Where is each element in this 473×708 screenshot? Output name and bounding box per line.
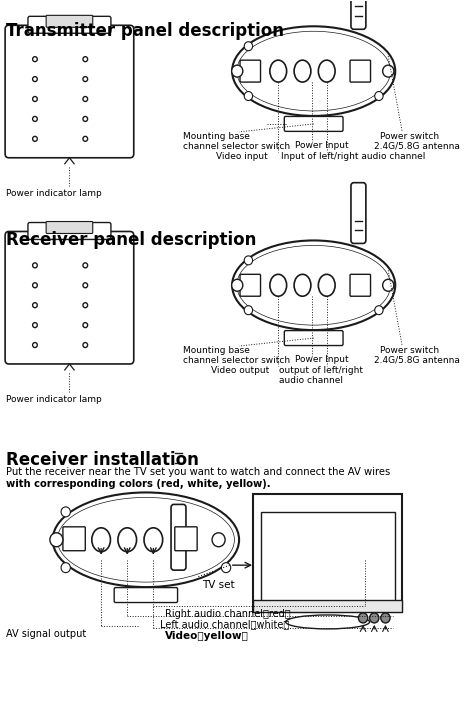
FancyBboxPatch shape xyxy=(63,527,85,551)
Ellipse shape xyxy=(92,528,111,552)
Text: Video output: Video output xyxy=(211,366,270,375)
Text: 2.4G/5.8G antenna: 2.4G/5.8G antenna xyxy=(374,356,460,365)
FancyBboxPatch shape xyxy=(114,588,177,603)
Circle shape xyxy=(232,279,243,291)
Text: Input of left/right audio channel: Input of left/right audio channel xyxy=(281,152,425,161)
Text: Power switch: Power switch xyxy=(380,132,439,141)
Circle shape xyxy=(244,42,253,51)
Text: Mounting base: Mounting base xyxy=(183,346,250,355)
Circle shape xyxy=(381,613,390,623)
Text: Video input: Video input xyxy=(216,152,268,161)
FancyBboxPatch shape xyxy=(284,116,343,132)
Text: Receiver panel description: Receiver panel description xyxy=(6,232,256,249)
FancyBboxPatch shape xyxy=(240,60,261,82)
Circle shape xyxy=(375,91,383,101)
Text: with corresponding colors (red, white, yellow).: with corresponding colors (red, white, y… xyxy=(6,479,271,489)
Text: AV signal output: AV signal output xyxy=(6,629,86,639)
FancyBboxPatch shape xyxy=(28,16,111,33)
Ellipse shape xyxy=(232,241,395,330)
Ellipse shape xyxy=(270,274,287,296)
Text: Power Input: Power Input xyxy=(295,141,349,150)
FancyBboxPatch shape xyxy=(253,494,402,612)
FancyBboxPatch shape xyxy=(5,232,134,364)
Ellipse shape xyxy=(232,26,395,116)
FancyBboxPatch shape xyxy=(351,183,366,244)
FancyBboxPatch shape xyxy=(253,600,402,612)
Circle shape xyxy=(383,65,394,77)
FancyBboxPatch shape xyxy=(5,25,134,158)
FancyBboxPatch shape xyxy=(175,527,197,551)
Text: TV set: TV set xyxy=(202,580,235,590)
Circle shape xyxy=(244,256,253,265)
FancyBboxPatch shape xyxy=(171,504,186,570)
Ellipse shape xyxy=(144,528,163,552)
FancyBboxPatch shape xyxy=(351,0,366,29)
Circle shape xyxy=(61,563,70,573)
Text: Receiver installation: Receiver installation xyxy=(6,450,199,469)
Ellipse shape xyxy=(118,528,137,552)
Ellipse shape xyxy=(237,246,391,325)
Text: Put the receiver near the TV set you want to watch and connect the AV wires: Put the receiver near the TV set you wan… xyxy=(6,467,390,476)
FancyBboxPatch shape xyxy=(28,222,111,239)
Circle shape xyxy=(375,306,383,314)
FancyBboxPatch shape xyxy=(261,513,395,604)
Ellipse shape xyxy=(53,493,239,587)
FancyBboxPatch shape xyxy=(350,60,370,82)
Ellipse shape xyxy=(294,274,311,296)
Circle shape xyxy=(61,507,70,517)
Ellipse shape xyxy=(270,60,287,82)
Circle shape xyxy=(212,533,225,547)
Ellipse shape xyxy=(318,274,335,296)
Text: Transmitter panel description: Transmitter panel description xyxy=(6,23,284,40)
Text: Power Input: Power Input xyxy=(295,355,349,364)
Circle shape xyxy=(244,91,253,101)
Circle shape xyxy=(221,563,231,573)
Ellipse shape xyxy=(318,60,335,82)
Text: Power indicator lamp: Power indicator lamp xyxy=(6,188,102,198)
Text: channel selector switch: channel selector switch xyxy=(183,142,290,151)
Ellipse shape xyxy=(57,498,235,582)
Text: Left audio channel（white）: Left audio channel（white） xyxy=(160,619,289,629)
FancyBboxPatch shape xyxy=(240,274,261,296)
Circle shape xyxy=(359,613,368,623)
Text: 2.4G/5.8G antenna: 2.4G/5.8G antenna xyxy=(374,142,460,151)
Text: Mounting base: Mounting base xyxy=(183,132,250,141)
Text: channel selector switch: channel selector switch xyxy=(183,356,290,365)
Ellipse shape xyxy=(294,60,311,82)
FancyBboxPatch shape xyxy=(46,222,93,234)
Text: Right audio channel（red）: Right audio channel（red） xyxy=(165,609,290,619)
FancyBboxPatch shape xyxy=(46,16,93,28)
Ellipse shape xyxy=(237,31,391,111)
Circle shape xyxy=(232,65,243,77)
Text: Power indicator lamp: Power indicator lamp xyxy=(6,395,102,404)
Text: Power switch: Power switch xyxy=(380,346,439,355)
Circle shape xyxy=(244,306,253,314)
Circle shape xyxy=(50,533,63,547)
Text: output of left/right
audio channel: output of left/right audio channel xyxy=(279,366,363,385)
Circle shape xyxy=(383,279,394,291)
FancyBboxPatch shape xyxy=(350,274,370,296)
Ellipse shape xyxy=(286,615,369,629)
FancyBboxPatch shape xyxy=(284,331,343,346)
Circle shape xyxy=(369,613,379,623)
Text: Video（yellow）: Video（yellow） xyxy=(165,631,248,641)
